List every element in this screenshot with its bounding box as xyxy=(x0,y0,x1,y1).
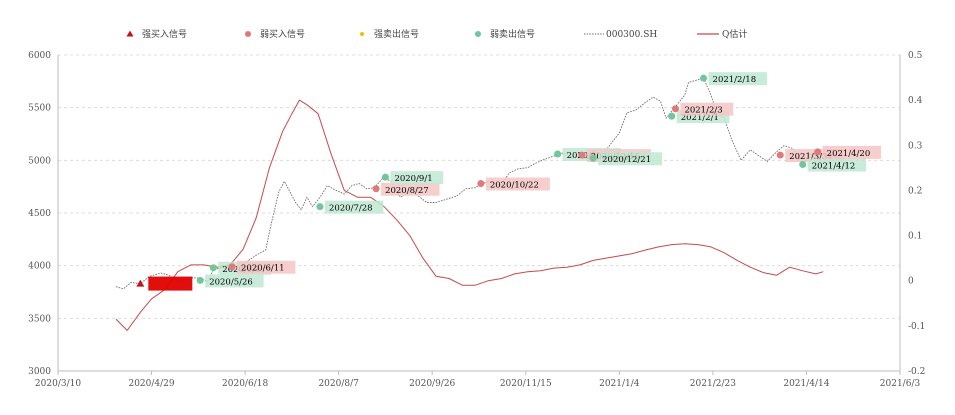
x-tick-label: 2021/2/23 xyxy=(690,379,736,389)
weak-sell-label: 2020/12/21 xyxy=(602,155,651,165)
strong-buy-marker xyxy=(136,279,145,287)
weak-buy-label-box xyxy=(381,182,440,196)
weak-buy-label: 2021/4/20 xyxy=(827,149,871,159)
weak-sell-label-box xyxy=(205,274,264,288)
legend-marker-weak_sell xyxy=(475,31,481,37)
weak-sell-label: 2021/2/1 xyxy=(681,113,719,123)
y-right-tick-label: 0.1 xyxy=(908,232,922,242)
weak-sell-label: 2021/2/18 xyxy=(713,75,757,85)
x-tick-label: 2020/4/29 xyxy=(128,379,174,389)
legend: 强买入信号 弱买入信号 强卖出信号 弱卖出信号 000300.SH Q估计 xyxy=(126,28,747,40)
weak-buy-label-box xyxy=(680,102,734,116)
weak-buy-marker xyxy=(372,185,380,193)
y-left-tick-label: 3000 xyxy=(28,367,51,377)
weak-sell-label-box xyxy=(598,152,663,166)
y-right-tick-label: 0.2 xyxy=(908,186,922,196)
weak-buy-marker xyxy=(814,148,822,156)
legend-label: 强买入信号 xyxy=(142,28,187,40)
y-right-tick-label: 0.4 xyxy=(908,96,923,106)
weak-sell-label-box xyxy=(390,171,444,185)
legend-label: 强卖出信号 xyxy=(374,28,419,40)
x-tick-label: 2020/8/7 xyxy=(318,379,359,389)
weak-buy-marker xyxy=(671,105,679,113)
legend-marker-strong_sell xyxy=(360,32,364,36)
y-left-tick-label: 5000 xyxy=(28,156,51,166)
y-right-tick-label: 0.3 xyxy=(908,141,923,151)
weak-buy-label: 2020/10/22 xyxy=(490,181,539,191)
y-right-tick-label: -0.1 xyxy=(908,322,925,332)
weak-buy-marker xyxy=(477,180,485,188)
weak-sell-marker xyxy=(196,276,204,284)
y-right-tick-label: 0.5 xyxy=(908,51,923,61)
weak-sell-label: 2020/9/1 xyxy=(394,174,432,184)
weak-sell-marker xyxy=(209,264,217,272)
x-tick-label: 2020/9/26 xyxy=(409,379,455,389)
legend-label: 000300.SH xyxy=(606,30,657,40)
weak-buy-marker xyxy=(228,263,236,271)
weak-sell-label: 2020/5/26 xyxy=(209,277,253,287)
signal-markers: 2020/5/262020/6/12020/6/112020/7/282020/… xyxy=(136,72,882,291)
legend-label: Q估计 xyxy=(722,28,747,40)
legend-marker-weak_buy xyxy=(245,31,251,37)
weak-sell-label-box xyxy=(708,72,767,86)
weak-sell-label-box xyxy=(324,200,384,214)
weak-buy-label-box xyxy=(237,260,296,274)
weak-buy-marker xyxy=(776,151,784,159)
y-left-tick-label: 3500 xyxy=(28,314,51,324)
weak-sell-label-box xyxy=(807,158,867,172)
x-tick-label: 2020/6/18 xyxy=(222,379,268,389)
weak-sell-marker xyxy=(700,74,708,82)
weak-buy-label: 2020/6/11 xyxy=(241,264,285,274)
q-estimate-line xyxy=(115,99,824,331)
legend-marker-strong-buy xyxy=(126,30,134,37)
weak-buy-label: 2021/3/31 xyxy=(789,152,833,162)
weak-buy-label-box xyxy=(822,145,882,159)
y-left-tick-label: 5500 xyxy=(28,104,51,114)
y-left-tick-label: 4000 xyxy=(28,262,51,272)
y-right-tick-label: 0 xyxy=(908,277,914,287)
y-left-tick-label: 6000 xyxy=(28,51,51,61)
strong-buy-label-box xyxy=(148,276,193,291)
x-tick-label: 2021/1/4 xyxy=(599,379,640,389)
weak-sell-label: 2020/7/28 xyxy=(329,204,373,214)
y-right-tick-label: -0.2 xyxy=(908,367,925,377)
weak-sell-marker xyxy=(316,203,324,211)
x-tick-label: 2021/4/14 xyxy=(783,379,829,389)
weak-sell-marker xyxy=(799,161,807,169)
weak-sell-marker xyxy=(381,173,389,181)
weak-buy-marker xyxy=(578,151,586,159)
x-tick-label: 2020/3/10 xyxy=(35,379,81,389)
weak-sell-marker xyxy=(554,150,562,158)
weak-buy-label: 2021/2/3 xyxy=(684,106,722,116)
weak-sell-marker xyxy=(589,154,597,162)
legend-label: 弱买入信号 xyxy=(260,28,305,40)
x-tick-label: 2020/11/15 xyxy=(500,379,552,389)
x-tick-label: 2021/6/3 xyxy=(880,379,921,389)
y-left-tick-label: 4500 xyxy=(28,209,51,219)
weak-sell-label: 2021/4/12 xyxy=(812,162,856,172)
weak-sell-marker xyxy=(668,112,676,120)
chart-axes: 3000 3500 4000 4500 5000 5500 6000 -0.2 -0.1 0 0.1… xyxy=(28,51,925,389)
legend-label: 弱卖出信号 xyxy=(490,28,535,40)
weak-buy-label: 2020/8/27 xyxy=(385,186,429,196)
weak-buy-label-box xyxy=(485,177,550,191)
grid-lines xyxy=(58,54,900,319)
